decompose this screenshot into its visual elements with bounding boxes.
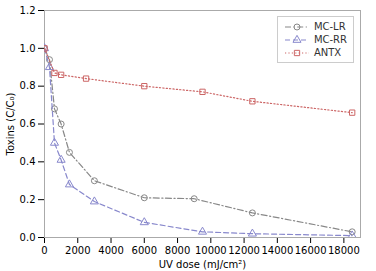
svg-text:UV dose (mJ/cm²): UV dose (mJ/cm²) <box>159 259 247 270</box>
svg-text:0.6: 0.6 <box>20 118 36 129</box>
html-text:ANTX: ANTX <box>313 47 342 58</box>
html-text:MC-RR: MC-RR <box>313 34 347 45</box>
svg-text:1.0: 1.0 <box>20 43 36 54</box>
svg-text:14000: 14000 <box>261 245 293 256</box>
svg-text:0.0: 0.0 <box>20 232 36 243</box>
svg-text:4000: 4000 <box>98 245 123 256</box>
svg-text:0.2: 0.2 <box>20 194 36 205</box>
svg-text:0.8: 0.8 <box>20 80 36 91</box>
svg-text:8000: 8000 <box>165 245 190 256</box>
svg-text:10000: 10000 <box>195 245 227 256</box>
svg-text:1.2: 1.2 <box>20 5 36 16</box>
svg-text:0.4: 0.4 <box>20 156 36 167</box>
svg-text:12000: 12000 <box>228 245 260 256</box>
html-text:MC-LR: MC-LR <box>313 21 346 32</box>
svg-text:16000: 16000 <box>295 245 327 256</box>
svg-text:Toxins (C/C₀): Toxins (C/C₀) <box>5 93 16 157</box>
svg-text:2000: 2000 <box>65 245 90 256</box>
svg-text:6000: 6000 <box>132 245 157 256</box>
svg-text:0: 0 <box>41 245 47 256</box>
svg-text:18000: 18000 <box>328 245 360 256</box>
